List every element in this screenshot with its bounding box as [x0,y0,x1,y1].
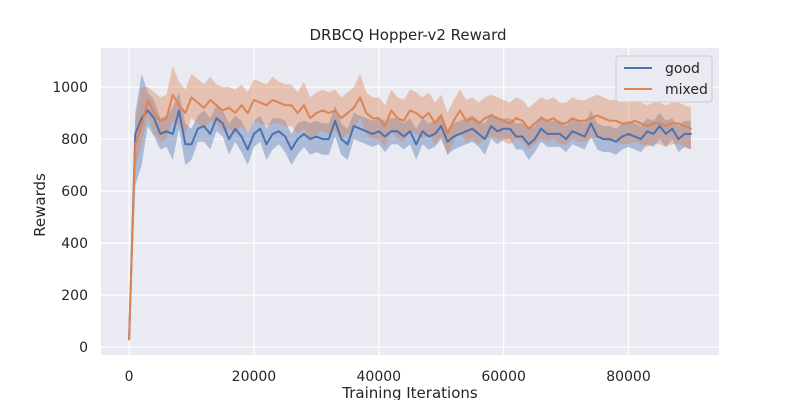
y-tick-label: 200 [61,288,88,304]
legend-label-mixed: mixed [665,82,708,98]
y-tick-label: 400 [61,236,88,252]
y-axis-label: Rewards [31,173,49,237]
y-tick-label: 800 [61,132,88,148]
x-tick-labels: 0 20000 40000 60000 80000 [125,369,651,385]
legend-label-good: good [665,61,700,77]
x-tick-label: 80000 [606,369,651,385]
line-mixed [128,93,692,341]
x-axis-label: Training Iterations [341,384,478,400]
band-mixed [129,66,691,342]
chart-title: DRBCQ Hopper-v2 Reward [309,26,506,44]
y-tick-label: 0 [79,340,88,356]
y-tick-label: 1000 [52,80,88,96]
x-tick-label: 40000 [357,369,402,385]
series-lines [128,93,692,341]
legend: good mixed [615,55,713,103]
x-tick-label: 60000 [481,369,526,385]
x-tick-label: 0 [125,369,134,385]
y-tick-labels: 0 200 400 600 800 1000 [52,80,88,356]
y-tick-label: 600 [61,184,88,200]
x-tick-label: 20000 [232,369,277,385]
line-good [128,109,692,341]
